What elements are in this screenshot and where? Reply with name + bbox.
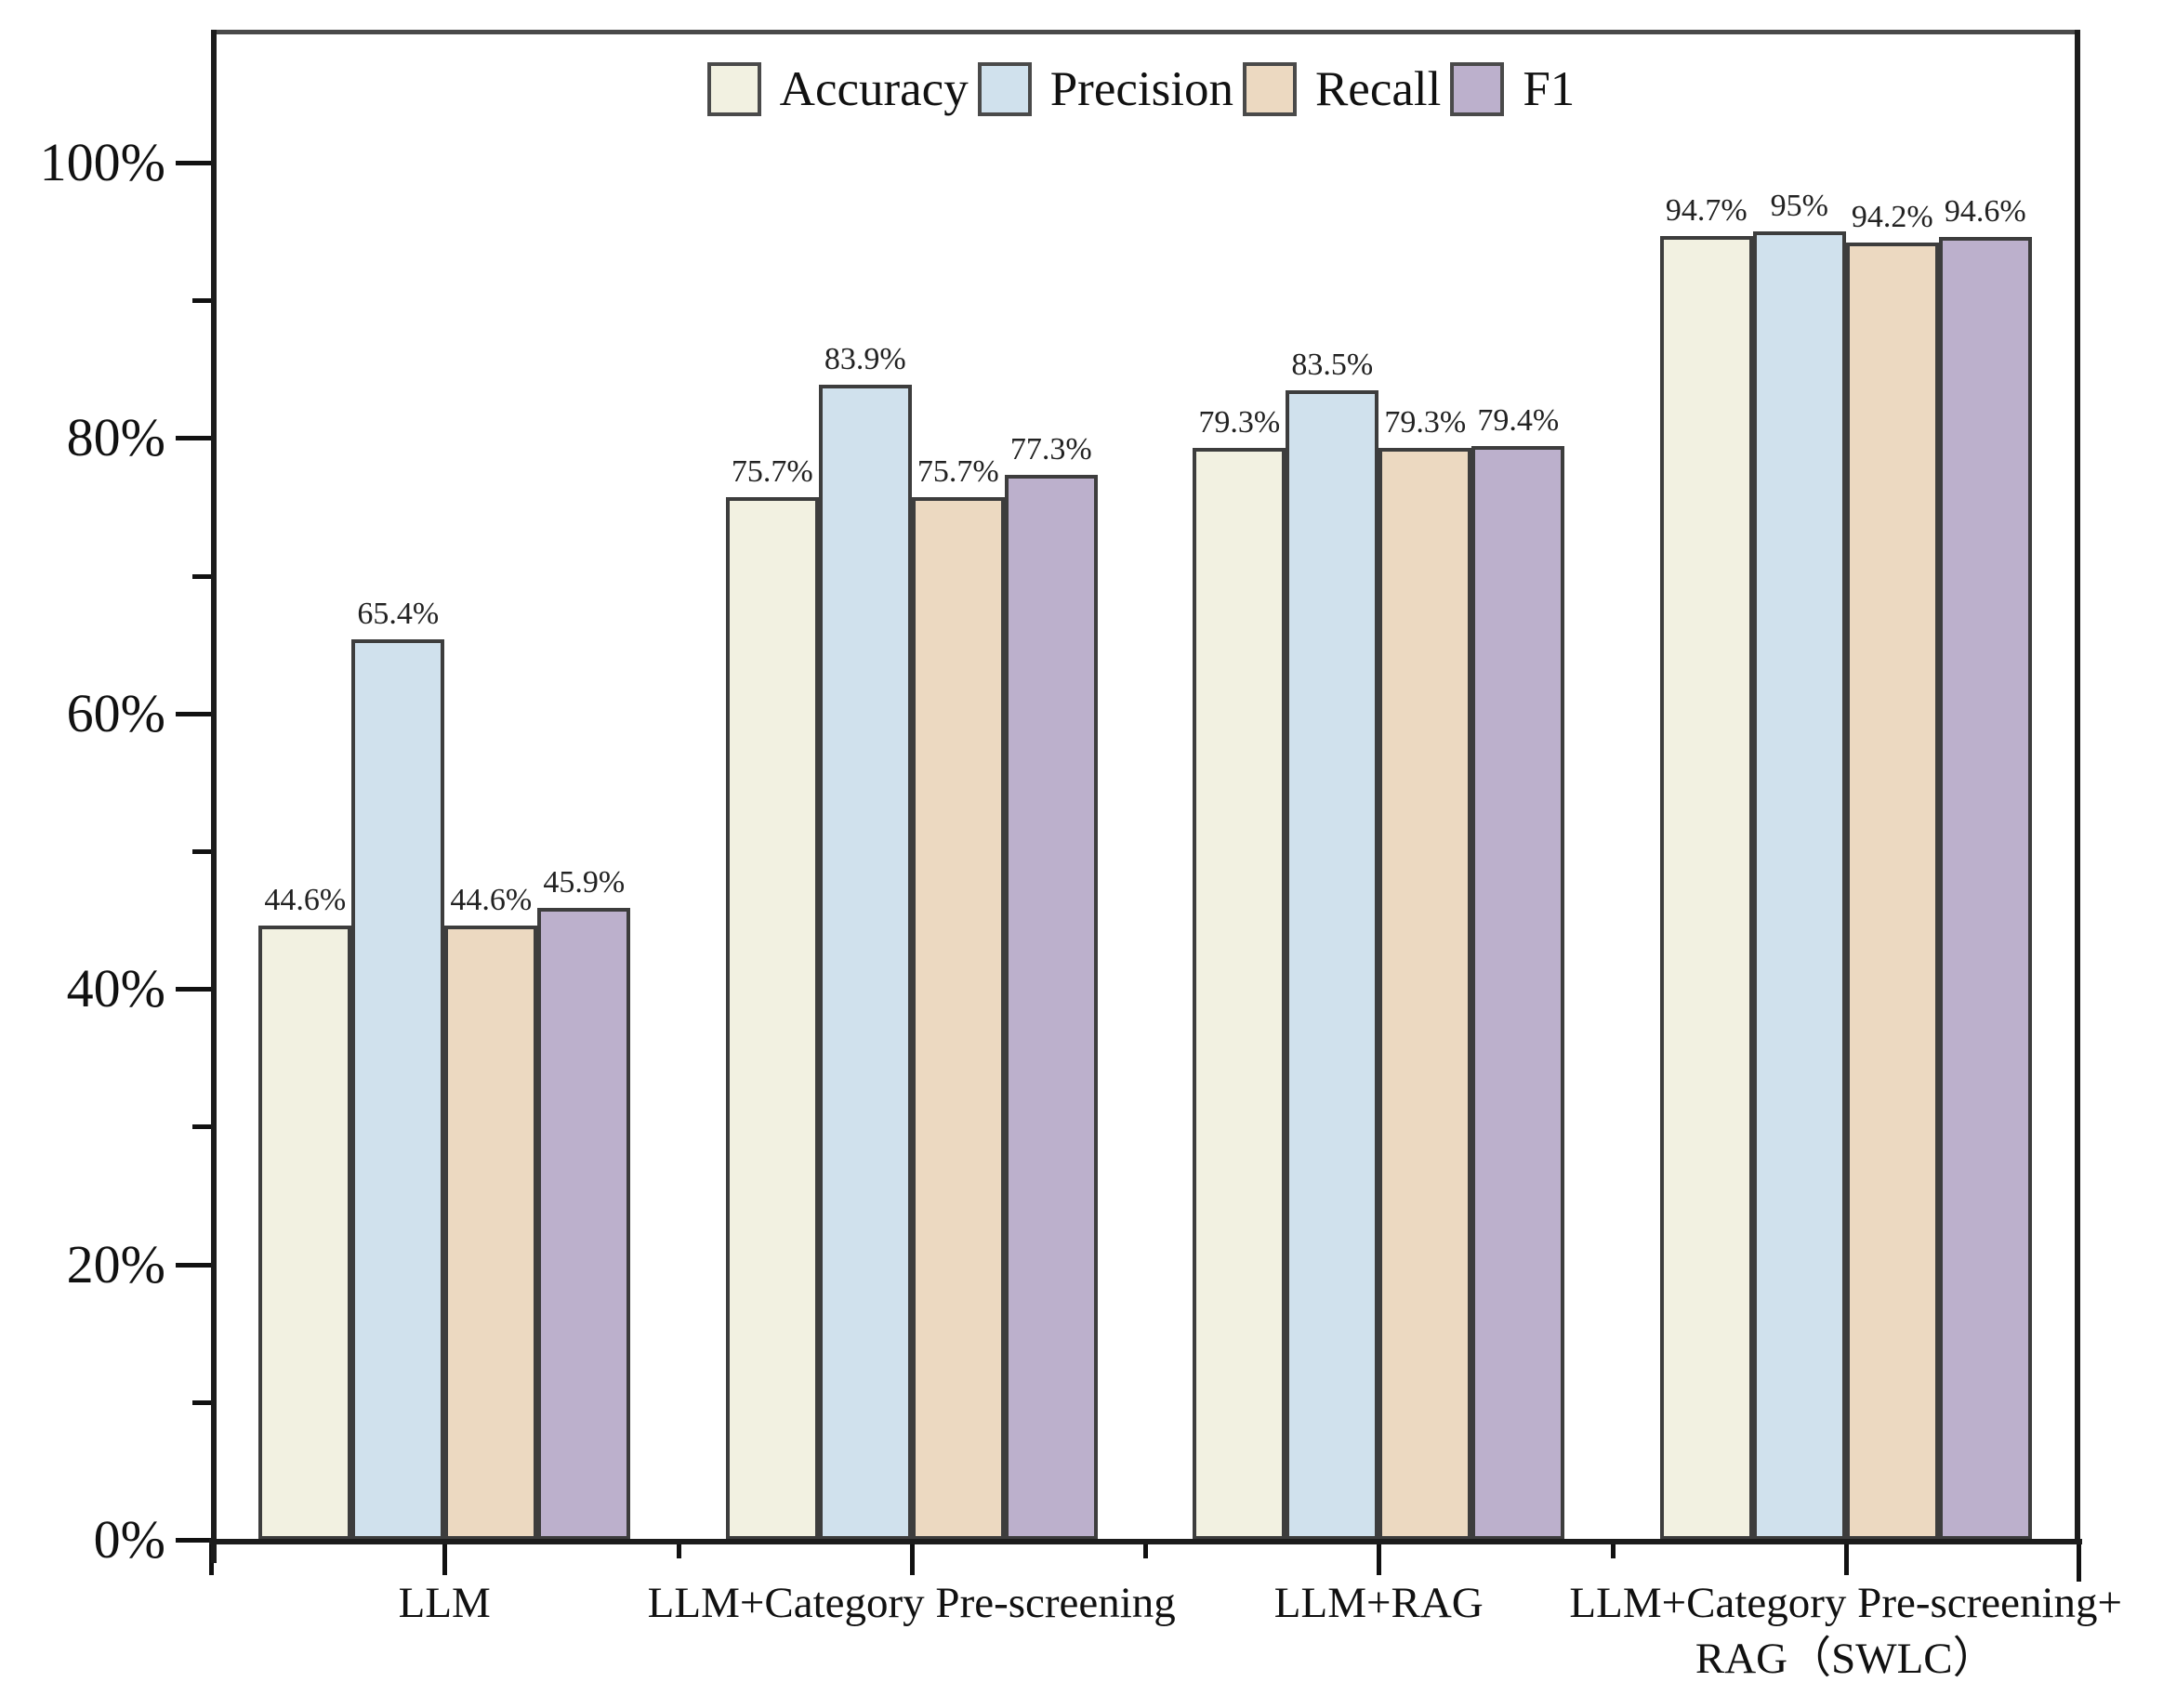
legend-item-accuracy: Accuracy <box>706 61 969 117</box>
x-category-label-line: RAG（SWLC） <box>1695 1635 1997 1683</box>
legend-item-f1: F1 <box>1450 61 1575 117</box>
bar-llm-precision <box>351 638 445 1540</box>
legend-label-precision: Precision <box>1049 62 1233 116</box>
x-axis-line <box>209 1539 2082 1544</box>
bar-value-label-recall-g3: 79.3% <box>1384 404 1467 440</box>
bar-value-label-accuracy-g2: 75.7% <box>731 454 813 490</box>
bar-llm-category-pre-screening-recall <box>911 497 1005 1540</box>
bar-llm-category-pre-screening-rag-swlc-precision <box>1752 231 1846 1540</box>
bar-value-label-f1-g1: 45.9% <box>543 864 626 900</box>
x-category-label-line: LLM+Category Pre-screening <box>647 1579 1176 1627</box>
legend-item-recall: Recall <box>1242 61 1442 117</box>
bar-llm-f1 <box>537 907 631 1540</box>
bar-value-label-recall-g4: 94.2% <box>1851 199 1933 234</box>
bar-value-label-accuracy-g3: 79.3% <box>1198 404 1281 440</box>
x-category-label-line: LLM+RAG <box>1273 1579 1484 1627</box>
bar-llm-rag-accuracy <box>1193 447 1286 1540</box>
y-axis-tick-label: 100% <box>39 132 165 192</box>
y-axis-minor-tick <box>192 573 211 579</box>
x-category-label-llm-rag: LLM+RAG <box>1274 1575 1484 1631</box>
legend-label-accuracy: Accuracy <box>779 62 969 116</box>
legend-label-f1: F1 <box>1523 62 1576 116</box>
x-axis-category-tick <box>442 1540 448 1575</box>
bar-value-label-recall-g1: 44.6% <box>450 883 533 918</box>
x-axis-boundary-tick <box>1143 1540 1148 1558</box>
bar-llm-category-pre-screening-f1 <box>1004 475 1098 1540</box>
x-axis-category-tick <box>909 1540 915 1575</box>
bar-value-label-recall-g2: 75.7% <box>917 454 999 490</box>
x-category-label-llm-category-pre-screening: LLM+Category Pre-screening <box>648 1575 1176 1631</box>
x-axis-edge-tick <box>2077 1540 2081 1582</box>
bar-value-label-precision-g2: 83.9% <box>824 341 906 376</box>
bar-llm-recall <box>444 926 538 1540</box>
x-category-label-llm: LLM <box>399 1575 491 1631</box>
bar-llm-rag-f1 <box>1471 446 1565 1540</box>
y-axis-major-tick <box>176 1262 211 1268</box>
y-axis-minor-tick <box>192 849 211 854</box>
x-category-label-line: LLM <box>398 1579 491 1627</box>
bar-value-label-precision-g1: 65.4% <box>357 596 440 631</box>
x-category-label-llm-category-pre-screening: LLM+Category Pre-screening+ RAG（SWLC） <box>1569 1575 2122 1687</box>
x-axis-boundary-tick <box>1610 1540 1616 1558</box>
y-axis-tick-label: 60% <box>66 682 165 743</box>
legend-swatch-recall <box>1242 62 1297 116</box>
y-axis-major-tick <box>176 987 211 992</box>
y-axis-minor-tick <box>192 1124 211 1130</box>
bar-value-label-f1-g2: 77.3% <box>1009 432 1092 467</box>
bar-llm-accuracy <box>258 926 352 1540</box>
y-axis-major-tick <box>176 436 211 441</box>
bar-llm-category-pre-screening-accuracy <box>725 497 819 1540</box>
bar-value-label-f1-g4: 94.6% <box>1944 194 2026 230</box>
legend-swatch-f1 <box>1450 62 1505 116</box>
y-axis-line <box>211 30 217 1563</box>
bar-llm-category-pre-screening-rag-swlc-f1 <box>1938 237 2032 1540</box>
plot-frame-right <box>2075 30 2080 1540</box>
bar-llm-category-pre-screening-rag-swlc-recall <box>1845 242 1939 1540</box>
x-axis-category-tick <box>1377 1540 1382 1575</box>
plot-frame-top <box>211 30 2079 34</box>
bar-llm-rag-precision <box>1286 389 1379 1540</box>
x-category-label-line: LLM+Category Pre-screening+ <box>1569 1579 2123 1627</box>
legend-label-recall: Recall <box>1314 62 1442 116</box>
y-axis-tick-label: 0% <box>93 1509 165 1570</box>
legend-swatch-precision <box>977 62 1032 116</box>
bar-value-label-accuracy-g4: 94.7% <box>1665 192 1748 228</box>
legend-item-precision: Precision <box>977 61 1233 117</box>
bar-llm-rag-recall <box>1378 447 1472 1540</box>
y-axis-major-tick <box>176 711 211 716</box>
x-axis-boundary-tick <box>676 1540 681 1558</box>
legend-swatch-accuracy <box>706 62 761 116</box>
bar-value-label-precision-g3: 83.5% <box>1291 347 1374 382</box>
y-axis-minor-tick <box>192 1399 211 1405</box>
y-axis-major-tick <box>176 161 211 165</box>
y-axis-tick-label: 80% <box>66 407 165 468</box>
legend: Accuracy Precision Recall F1 <box>211 61 2080 117</box>
y-axis-tick-label: 20% <box>66 1233 165 1294</box>
x-axis-category-tick <box>1843 1540 1849 1575</box>
bar-value-label-accuracy-g1: 44.6% <box>264 883 347 918</box>
bar-value-label-f1-g3: 79.4% <box>1477 403 1560 439</box>
bar-llm-category-pre-screening-rag-swlc-accuracy <box>1659 235 1753 1540</box>
bar-value-label-precision-g4: 95% <box>1770 189 1828 224</box>
y-axis-minor-tick <box>192 298 211 304</box>
y-axis-tick-label: 40% <box>66 958 165 1019</box>
bar-llm-category-pre-screening-precision <box>818 384 912 1540</box>
y-axis-major-tick <box>176 1538 211 1543</box>
